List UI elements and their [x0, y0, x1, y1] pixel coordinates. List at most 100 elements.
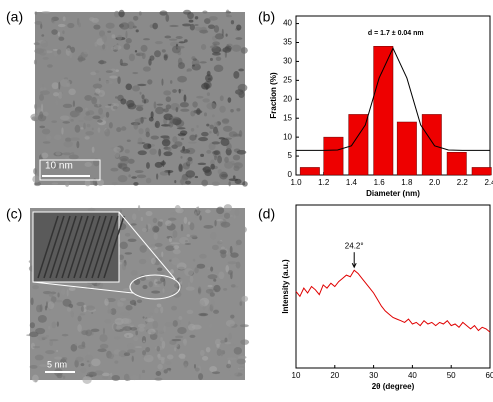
texture — [171, 306, 177, 311]
texture — [114, 336, 121, 339]
texture — [170, 103, 179, 111]
texture — [67, 289, 69, 297]
texture — [98, 61, 107, 64]
texture — [32, 285, 39, 289]
texture — [185, 181, 191, 185]
texture — [85, 306, 95, 311]
texture — [136, 54, 140, 56]
texture — [39, 94, 44, 101]
texture — [155, 162, 163, 168]
bar — [300, 167, 319, 175]
texture — [120, 209, 122, 212]
texture — [181, 224, 184, 231]
texture — [138, 324, 146, 328]
texture — [226, 320, 235, 327]
texture — [199, 215, 202, 220]
texture — [81, 306, 84, 312]
texture — [52, 182, 59, 184]
y-tick-label: 25 — [283, 75, 292, 84]
texture — [71, 110, 80, 116]
texture — [87, 110, 94, 115]
texture — [224, 213, 230, 219]
texture — [170, 242, 180, 244]
x-tick-label: 1.8 — [401, 178, 413, 187]
texture — [126, 100, 134, 107]
texture — [36, 140, 44, 147]
texture — [212, 41, 220, 45]
texture — [127, 335, 130, 337]
texture — [75, 357, 83, 362]
texture — [112, 375, 120, 381]
texture — [145, 276, 150, 280]
texture — [76, 302, 84, 306]
texture — [48, 285, 54, 290]
texture — [146, 131, 150, 137]
texture — [111, 288, 116, 290]
texture — [49, 292, 54, 296]
texture — [222, 118, 229, 124]
texture — [132, 72, 138, 74]
texture — [208, 274, 218, 279]
texture — [152, 321, 158, 329]
texture — [152, 23, 158, 30]
texture — [180, 109, 189, 112]
texture — [75, 125, 81, 133]
texture — [119, 242, 127, 250]
texture — [236, 262, 241, 269]
texture — [202, 98, 209, 102]
texture — [130, 375, 139, 380]
texture — [173, 245, 179, 249]
texture — [242, 181, 248, 186]
texture — [79, 313, 85, 315]
y-axis-label: Fraction (%) — [269, 72, 278, 119]
texture — [164, 36, 171, 39]
texture — [205, 209, 211, 213]
texture — [184, 39, 188, 42]
texture — [41, 40, 49, 47]
texture — [240, 226, 247, 233]
texture — [163, 151, 172, 156]
texture — [55, 152, 61, 156]
texture — [41, 104, 43, 112]
texture — [230, 315, 234, 319]
texture — [143, 316, 145, 318]
texture — [109, 76, 117, 79]
texture — [143, 340, 145, 342]
texture — [201, 83, 210, 90]
texture — [160, 337, 163, 342]
texture — [214, 25, 219, 33]
x-axis-label: 2θ (degree) — [372, 382, 415, 391]
texture — [75, 343, 78, 346]
texture — [184, 217, 188, 224]
texture — [229, 178, 238, 181]
texture — [139, 245, 146, 253]
texture — [46, 335, 49, 337]
texture — [102, 373, 110, 377]
texture — [198, 373, 203, 380]
texture — [195, 176, 198, 178]
texture — [162, 341, 166, 349]
x-tick-label: 30 — [369, 371, 378, 380]
texture — [116, 127, 121, 132]
texture — [68, 89, 75, 96]
texture — [177, 327, 186, 334]
texture — [58, 24, 66, 27]
texture — [167, 368, 172, 371]
texture — [35, 355, 44, 361]
texture — [218, 169, 223, 174]
texture — [181, 138, 184, 140]
texture — [100, 344, 109, 349]
texture — [127, 139, 131, 142]
texture — [133, 122, 138, 129]
texture — [87, 372, 97, 376]
texture — [73, 100, 75, 107]
texture — [110, 373, 112, 377]
texture — [212, 181, 220, 186]
texture — [128, 159, 135, 164]
texture — [158, 357, 165, 360]
x-tick-label: 2.0 — [429, 178, 441, 187]
texture — [138, 150, 147, 155]
texture — [126, 83, 133, 90]
texture — [231, 284, 236, 287]
texture — [203, 225, 213, 229]
